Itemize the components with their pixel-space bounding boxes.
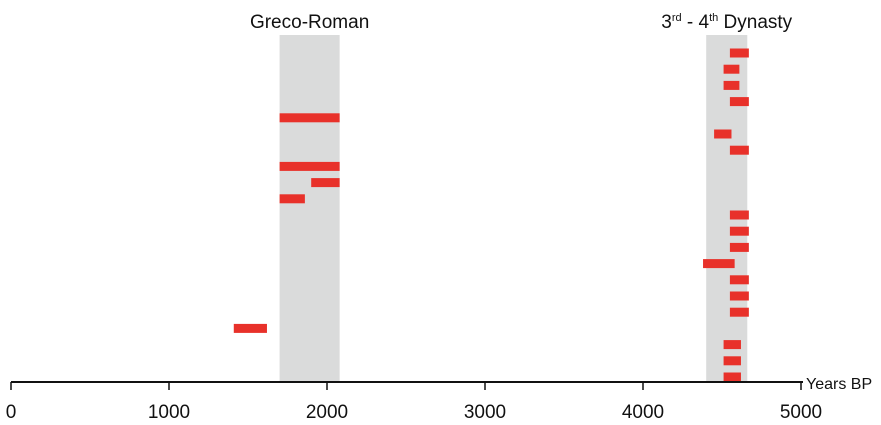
- period-band-1: [279, 35, 340, 382]
- range-bar-10: [279, 194, 305, 204]
- range-bar-1: [729, 48, 749, 58]
- range-bar-12: [729, 226, 749, 236]
- range-bar-5: [279, 113, 340, 123]
- period-label-part: rd: [672, 12, 682, 24]
- range-bar-21: [723, 372, 741, 382]
- range-bar-14: [703, 259, 735, 269]
- range-bar-7: [729, 145, 749, 155]
- range-bar-17: [729, 307, 749, 317]
- range-bar-18: [233, 323, 267, 333]
- range-bar-11: [729, 210, 749, 220]
- range-bar-19: [723, 340, 741, 350]
- period-label-part: Dynasty: [718, 12, 792, 33]
- period-labels: Greco-Roman 3rd - 4th Dynasty: [250, 12, 793, 33]
- x-tick-label: 4000: [622, 402, 664, 423]
- period-bands: [279, 35, 748, 382]
- x-tick-label: 3000: [464, 402, 506, 423]
- period-label-2: 3rd - 4th Dynasty: [661, 12, 792, 33]
- x-axis: 0 1000 2000 3000 4000 5000 Years BP: [6, 376, 872, 423]
- x-tick-label: 2000: [306, 402, 348, 423]
- x-tick-label: 1000: [148, 402, 190, 423]
- range-bars: [233, 48, 749, 382]
- range-bar-16: [729, 291, 749, 301]
- range-bar-9: [311, 178, 340, 188]
- period-label-part: th: [709, 12, 718, 24]
- range-bar-6: [714, 129, 732, 139]
- x-tick-label: 5000: [780, 402, 822, 423]
- range-bar-3: [723, 80, 740, 90]
- range-bar-4: [729, 97, 749, 107]
- x-axis-title: Years BP: [806, 376, 872, 393]
- period-label-1: Greco-Roman: [250, 12, 369, 33]
- range-bar-13: [729, 242, 749, 252]
- period-label-part: - 4: [682, 12, 710, 33]
- range-bar-2: [723, 64, 740, 74]
- x-tick-label: 0: [6, 402, 17, 423]
- range-bar-15: [729, 275, 749, 285]
- period-band-2: [706, 35, 748, 382]
- range-bar-8: [279, 161, 340, 171]
- range-bar-20: [723, 356, 741, 366]
- period-label-part: 3: [661, 12, 672, 33]
